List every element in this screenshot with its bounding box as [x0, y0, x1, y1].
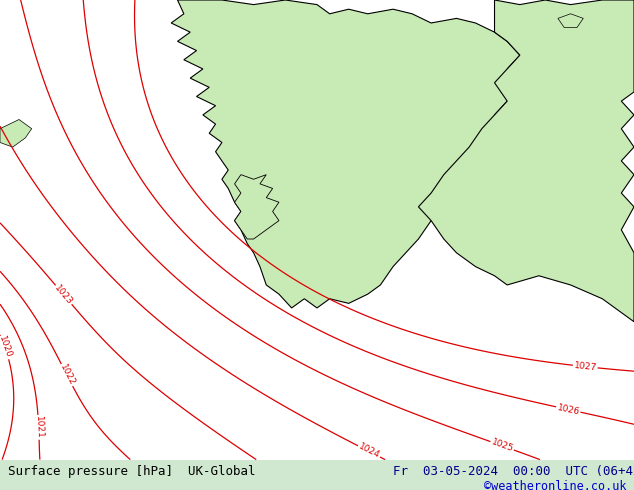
Polygon shape	[558, 14, 583, 27]
Polygon shape	[171, 0, 520, 308]
Text: 1026: 1026	[556, 403, 580, 416]
Text: 1025: 1025	[490, 438, 514, 454]
Polygon shape	[418, 0, 634, 322]
Text: 1021: 1021	[34, 416, 44, 439]
Text: 1027: 1027	[573, 361, 597, 372]
Text: 1022: 1022	[58, 363, 76, 387]
Polygon shape	[235, 174, 279, 239]
Text: 1024: 1024	[357, 442, 381, 461]
Text: Fr  03-05-2024  00:00  UTC (06+42): Fr 03-05-2024 00:00 UTC (06+42)	[393, 465, 634, 478]
Text: 1020: 1020	[0, 335, 13, 360]
Text: 1023: 1023	[53, 283, 74, 306]
Text: ©weatheronline.co.uk: ©weatheronline.co.uk	[484, 480, 626, 490]
Polygon shape	[0, 120, 32, 147]
Text: Surface pressure [hPa]  UK-Global: Surface pressure [hPa] UK-Global	[8, 465, 255, 478]
